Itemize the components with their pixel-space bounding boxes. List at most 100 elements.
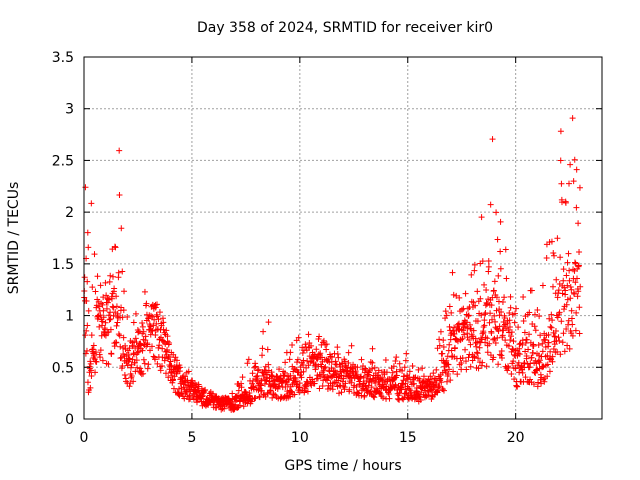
- data-point: [474, 288, 481, 295]
- data-point: [534, 307, 541, 314]
- data-point: [567, 161, 574, 168]
- data-point: [300, 357, 307, 364]
- data-point: [454, 371, 461, 378]
- data-point: [559, 290, 566, 297]
- data-point: [96, 323, 103, 330]
- data-point: [548, 311, 555, 318]
- data-point: [528, 354, 535, 361]
- data-point: [473, 349, 480, 356]
- data-point: [335, 354, 342, 361]
- data-point: [118, 304, 125, 311]
- data-point: [152, 331, 159, 338]
- data-point: [472, 302, 479, 309]
- data-point: [558, 180, 565, 187]
- data-point: [445, 370, 452, 377]
- data-point: [242, 388, 249, 395]
- data-point: [305, 362, 312, 369]
- data-point: [88, 367, 95, 374]
- data-point: [557, 157, 564, 164]
- data-point: [487, 310, 494, 317]
- data-point: [456, 294, 463, 301]
- data-point: [108, 295, 115, 302]
- data-point: [150, 353, 157, 360]
- data-point: [99, 301, 106, 308]
- data-point: [467, 341, 474, 348]
- data-point: [244, 360, 251, 367]
- data-point: [346, 386, 353, 393]
- y-tick-label: 1.5: [52, 257, 74, 273]
- data-point: [229, 390, 236, 397]
- data-point: [409, 363, 416, 370]
- data-point: [140, 370, 147, 377]
- data-point: [199, 393, 206, 400]
- data-point: [159, 345, 166, 352]
- data-point: [498, 347, 505, 354]
- data-point: [573, 204, 580, 211]
- data-point: [503, 275, 510, 282]
- data-point: [354, 364, 361, 371]
- data-point: [145, 361, 152, 368]
- data-point: [291, 391, 298, 398]
- data-point: [311, 380, 318, 387]
- data-point: [105, 361, 112, 368]
- data-point: [108, 351, 115, 358]
- data-point: [259, 345, 266, 352]
- data-point: [314, 355, 321, 362]
- data-point: [476, 344, 483, 351]
- data-point: [402, 357, 409, 364]
- data-point: [141, 288, 148, 295]
- data-point: [240, 403, 247, 410]
- data-point: [249, 380, 256, 387]
- data-point: [329, 386, 336, 393]
- data-point: [345, 360, 352, 367]
- data-point: [482, 339, 489, 346]
- data-point: [147, 323, 154, 330]
- data-point: [549, 283, 556, 290]
- data-point: [97, 282, 104, 289]
- data-point: [451, 324, 458, 331]
- data-point: [548, 238, 555, 245]
- data-point: [506, 324, 513, 331]
- data-point: [522, 374, 529, 381]
- data-point: [425, 391, 432, 398]
- data-point: [465, 312, 472, 319]
- data-point: [505, 327, 512, 334]
- data-point: [516, 351, 523, 358]
- data-point: [546, 368, 553, 375]
- data-point: [403, 350, 410, 357]
- data-point: [183, 387, 190, 394]
- data-point: [524, 361, 531, 368]
- data-point: [382, 356, 389, 363]
- data-point: [554, 348, 561, 355]
- data-point: [116, 191, 123, 198]
- data-point: [437, 328, 444, 335]
- data-point: [535, 379, 542, 386]
- data-point: [521, 360, 528, 367]
- data-point: [92, 349, 99, 356]
- data-point: [502, 321, 509, 328]
- data-point: [566, 345, 573, 352]
- y-tick-label: 2.5: [52, 153, 74, 169]
- data-point: [484, 301, 491, 308]
- data-point: [443, 378, 450, 385]
- data-point: [251, 364, 258, 371]
- data-point: [144, 365, 151, 372]
- data-point: [369, 365, 376, 372]
- data-point: [483, 363, 490, 370]
- data-point: [259, 352, 266, 359]
- data-point: [327, 353, 334, 360]
- data-point: [329, 382, 336, 389]
- data-point: [499, 332, 506, 339]
- data-point: [116, 332, 123, 339]
- data-point: [264, 371, 271, 378]
- data-point: [458, 366, 465, 373]
- data-point: [84, 379, 91, 386]
- data-point: [540, 363, 547, 370]
- data-point: [254, 367, 261, 374]
- data-point: [415, 390, 422, 397]
- data-point: [348, 342, 355, 349]
- data-point: [497, 218, 504, 225]
- data-point: [113, 339, 120, 346]
- data-point: [107, 272, 114, 279]
- x-tick-label: 10: [291, 430, 309, 446]
